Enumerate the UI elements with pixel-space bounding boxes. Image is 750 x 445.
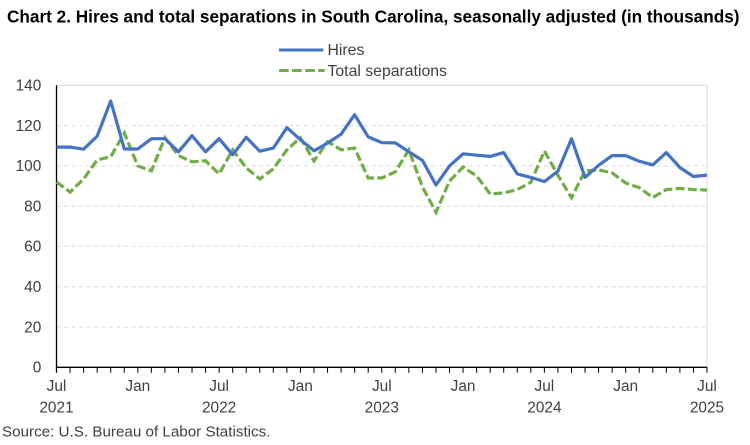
svg-text:2023: 2023 (365, 400, 399, 417)
svg-text:Total separations: Total separations (328, 63, 448, 80)
svg-text:2024: 2024 (527, 400, 562, 417)
svg-text:Source: U.S. Bureau of Labor S: Source: U.S. Bureau of Labor Statistics. (2, 424, 270, 441)
svg-text:120: 120 (16, 118, 42, 135)
svg-text:Jan: Jan (613, 378, 638, 395)
svg-text:0: 0 (33, 360, 42, 377)
svg-text:Jul: Jul (372, 378, 392, 395)
svg-text:2022: 2022 (202, 400, 236, 417)
svg-text:Jul: Jul (47, 378, 67, 395)
svg-text:Chart 2. Hires and total separ: Chart 2. Hires and total separations in … (7, 7, 740, 27)
svg-text:Hires: Hires (328, 42, 365, 59)
svg-text:80: 80 (24, 199, 41, 216)
svg-text:60: 60 (24, 239, 41, 256)
svg-text:Jan: Jan (125, 378, 150, 395)
svg-text:40: 40 (24, 279, 41, 296)
svg-text:20: 20 (24, 319, 41, 336)
svg-text:2021: 2021 (39, 400, 73, 417)
svg-text:140: 140 (16, 78, 42, 95)
svg-text:Jan: Jan (451, 378, 476, 395)
svg-text:Jul: Jul (697, 378, 717, 395)
svg-text:Jan: Jan (288, 378, 313, 395)
svg-text:Jul: Jul (535, 378, 555, 395)
svg-text:2025: 2025 (690, 400, 724, 417)
svg-text:100: 100 (16, 158, 42, 175)
svg-text:Jul: Jul (209, 378, 229, 395)
